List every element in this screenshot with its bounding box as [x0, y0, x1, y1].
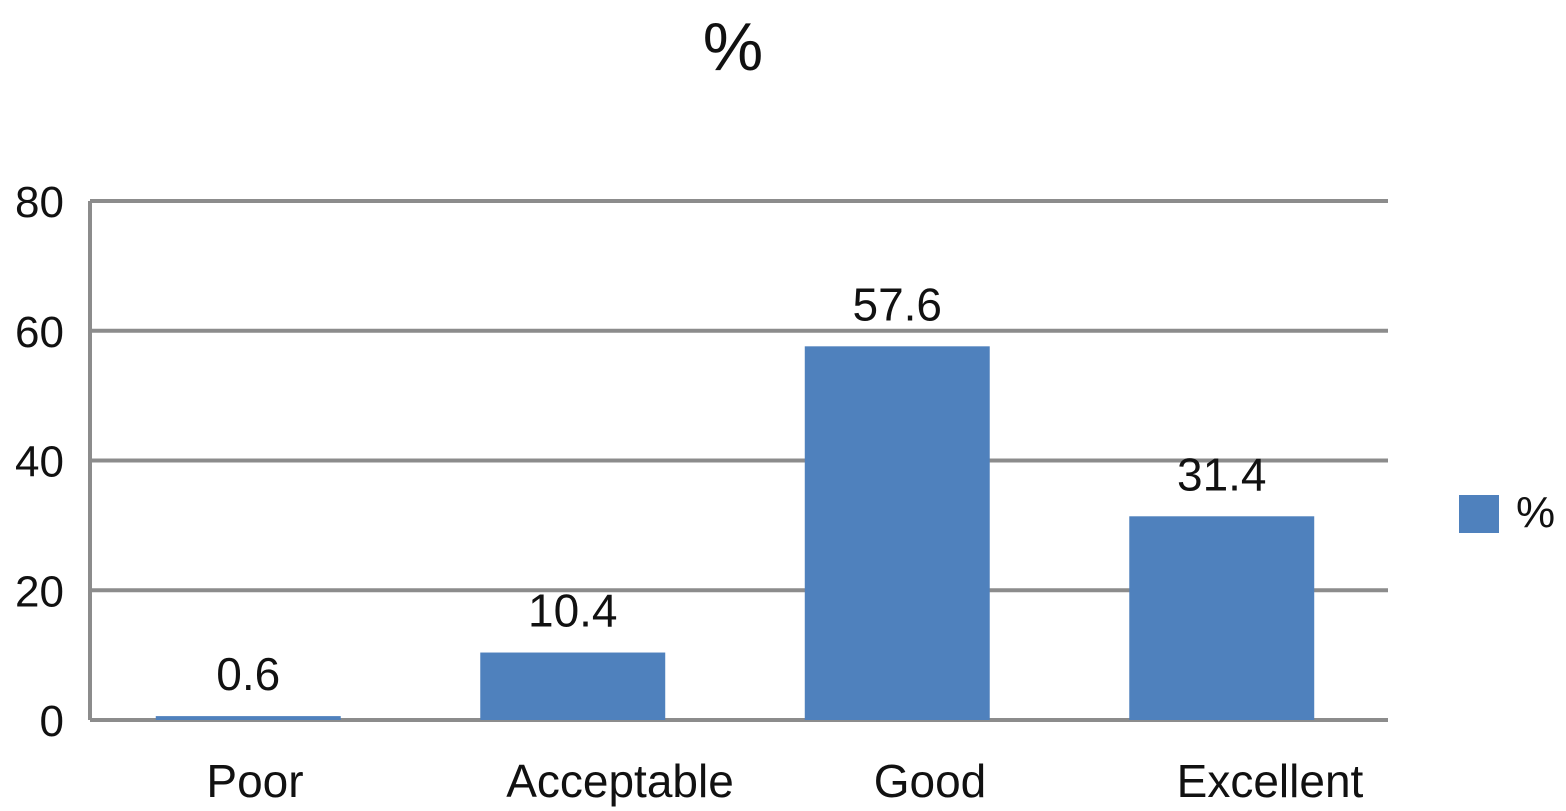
bar-poor — [155, 716, 341, 720]
labels-layer: 0.6 Poor 10.4 Acceptable 57.6 Good 31.4 Excelle… — [206, 278, 1363, 807]
y-tick-label: 40 — [15, 438, 64, 487]
x-tick-label-acceptable: Acceptable — [506, 755, 734, 807]
bars-layer — [155, 346, 1315, 720]
data-label-acceptable: 10.4 — [528, 585, 618, 637]
legend-label: % — [1516, 488, 1555, 537]
chart-title: % — [703, 9, 763, 85]
x-tick-label-poor: Poor — [206, 755, 303, 807]
legend: % — [1459, 488, 1555, 537]
bar-good — [804, 346, 990, 720]
bar-acceptable — [480, 652, 666, 720]
y-tick-label: 60 — [15, 308, 64, 357]
data-label-excellent: 31.4 — [1177, 448, 1267, 500]
legend-swatch — [1459, 495, 1499, 533]
y-tick-label: 0 — [40, 697, 64, 746]
bar-excellent — [1129, 516, 1315, 720]
y-tick-label: 20 — [15, 567, 64, 616]
data-label-poor: 0.6 — [216, 648, 280, 700]
y-tick-label: 80 — [15, 178, 64, 227]
x-tick-label-excellent: Excellent — [1177, 755, 1364, 807]
x-tick-label-good: Good — [874, 755, 987, 807]
data-label-good: 57.6 — [852, 278, 942, 330]
